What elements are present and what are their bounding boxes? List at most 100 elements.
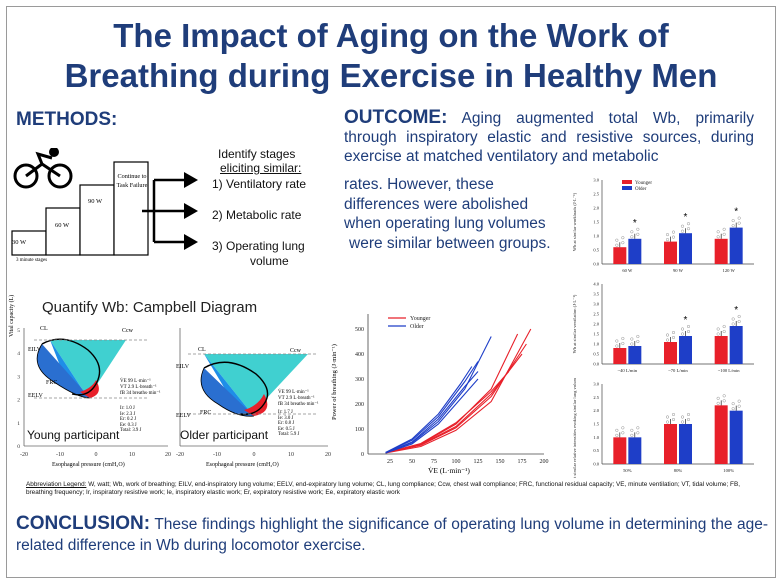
older-pes-xlabel: Esophageal pressure (cmH₂O) bbox=[206, 462, 279, 468]
bar-data-dot bbox=[636, 340, 640, 344]
older-exp-region bbox=[244, 394, 268, 416]
item-operating-lung-volume: volume bbox=[250, 254, 289, 268]
young-xtick: 20 bbox=[165, 452, 171, 458]
stage-90w-box bbox=[79, 184, 115, 256]
bar-younger bbox=[664, 342, 677, 364]
bar-older bbox=[729, 410, 743, 464]
bar-data-dot bbox=[671, 413, 675, 417]
outcome-tail-2: differences were abolished bbox=[344, 195, 529, 213]
older-stat-fb: fB 34 breaths·min⁻¹ bbox=[278, 402, 319, 407]
bar-ytick-label: 4.0 bbox=[593, 282, 599, 287]
methods-heading: METHODS: bbox=[16, 109, 118, 130]
older-ccw-label: Ccw bbox=[290, 348, 301, 354]
power-series-line-younger bbox=[385, 371, 510, 454]
bar-data-dot bbox=[731, 224, 735, 228]
bar-data-dot bbox=[615, 243, 619, 247]
young-xtick: -20 bbox=[20, 452, 28, 458]
bar-data-dot bbox=[731, 317, 735, 321]
bar-category-label: 50% bbox=[623, 468, 632, 473]
bar-chart-ventilation: 0.0 0.5 1.0 1.5 2.0 2.5 3.0 3.5 4.0 ~40 L/min ~70 … bbox=[572, 282, 754, 373]
cyclist-icon bbox=[13, 148, 73, 189]
significance-marker: * bbox=[684, 315, 688, 326]
young-ytick: 3 bbox=[17, 374, 20, 380]
item-metabolic-rate: 2) Metabolic rate bbox=[212, 208, 302, 222]
bar-ytick-label: 2.0 bbox=[593, 408, 599, 413]
older-frc-label: FRC bbox=[200, 410, 212, 416]
older-campbell-panel bbox=[179, 328, 328, 447]
young-campbell-panel bbox=[23, 328, 168, 447]
bar-ytick-label: 1.5 bbox=[593, 220, 599, 225]
bar-data-dot bbox=[737, 216, 741, 220]
power-series-line-older bbox=[385, 378, 479, 454]
bar-data-dot bbox=[615, 428, 619, 432]
outcome-tail-4: were similar between groups. bbox=[349, 234, 551, 252]
bar-ytick-label: 0.5 bbox=[593, 248, 599, 253]
bar-younger bbox=[664, 424, 677, 464]
young-vc-ylabel: Vital capacity (L) bbox=[9, 247, 15, 337]
bar-data-dot bbox=[722, 330, 726, 334]
young-ir-region bbox=[36, 343, 91, 399]
power-xtick-label: 100 bbox=[452, 459, 461, 465]
young-er: Er: 0.2 J bbox=[120, 417, 137, 423]
older-xtick: 0 bbox=[253, 452, 256, 458]
bar-legend-younger: Younger bbox=[635, 181, 652, 186]
bar-data-dot bbox=[621, 236, 625, 240]
bar-ylabel: Wb at similar relative intensities evoki… bbox=[572, 378, 577, 478]
abbreviation-legend: Abbreviation Legend: W, watt; Wb, work o… bbox=[26, 481, 754, 497]
bar-data-dot bbox=[615, 433, 619, 437]
power-series-line-older bbox=[385, 366, 473, 453]
bar-ylabel: Wb at similar ventilation (J·L⁻¹) bbox=[572, 294, 577, 353]
outcome-text-full: Aging augmented total Wb, primarily thro… bbox=[344, 110, 754, 165]
older-eelv-label: EELV bbox=[176, 413, 191, 419]
young-frc-label: FRC bbox=[46, 380, 58, 386]
bar-data-dot bbox=[630, 428, 634, 432]
young-ytick: 0 bbox=[17, 444, 20, 450]
bar-ytick-label: 0.0 bbox=[593, 462, 599, 467]
bar-ytick-label: 1.5 bbox=[593, 332, 599, 337]
bar-data-dot bbox=[665, 415, 669, 419]
power-ytick-label: 200 bbox=[355, 402, 364, 408]
power-xtick-label: 50 bbox=[409, 459, 415, 465]
bar-data-dot bbox=[621, 337, 625, 341]
conclusion-paragraph: CONCLUSION: These findings highlight the… bbox=[16, 513, 768, 556]
bar-data-dot bbox=[686, 227, 690, 231]
young-total: Total: 3.9 J bbox=[120, 428, 142, 434]
stage-30w-label: 30 W bbox=[12, 239, 27, 246]
bar-data-dot bbox=[680, 327, 684, 331]
bar-ytick-label: 0.0 bbox=[593, 262, 599, 267]
young-eelv-label: EELV bbox=[28, 393, 43, 399]
bar-data-dot bbox=[686, 418, 690, 422]
young-cl-label: CL bbox=[40, 326, 48, 332]
bar-data-dot bbox=[722, 227, 726, 231]
power-ytick-label: 500 bbox=[355, 327, 364, 333]
young-xtick: 10 bbox=[129, 452, 135, 458]
exercise-stages-diagram bbox=[11, 148, 149, 256]
young-ytick: 4 bbox=[17, 351, 20, 357]
stage-60w-label: 60 W bbox=[55, 222, 70, 229]
bar-ytick-label: 2.5 bbox=[593, 312, 599, 317]
bar-data-dot bbox=[621, 341, 625, 345]
significance-marker: * bbox=[734, 305, 738, 316]
power-ytick-label: 0 bbox=[361, 452, 364, 458]
bar-data-dot bbox=[630, 337, 634, 341]
bar-data-dot bbox=[680, 415, 684, 419]
bar-data-dot bbox=[686, 222, 690, 226]
bar-category-label: ~100 L/min bbox=[718, 368, 740, 373]
bar-data-dot bbox=[731, 402, 735, 406]
bar-younger bbox=[714, 336, 728, 364]
bar-data-dot bbox=[716, 235, 720, 239]
power-series-line-younger bbox=[385, 353, 523, 454]
significance-marker: * bbox=[633, 218, 637, 229]
bar-ytick-label: 3.0 bbox=[593, 382, 599, 387]
young-vc-ylabel-text: Vital capacity (L) bbox=[9, 294, 15, 337]
identify-stages-line2: eliciting similar: bbox=[220, 161, 302, 175]
bar-data-dot bbox=[636, 232, 640, 236]
bar-ytick-label: 3.0 bbox=[593, 302, 599, 307]
bar-older bbox=[628, 346, 642, 364]
young-ytick: 2 bbox=[17, 398, 20, 404]
power-series-line-older bbox=[385, 371, 479, 454]
title-line-1: The Impact of Aging on the Work of bbox=[113, 17, 669, 54]
bar-data-dot bbox=[621, 241, 625, 245]
bar-data-dot bbox=[686, 330, 690, 334]
